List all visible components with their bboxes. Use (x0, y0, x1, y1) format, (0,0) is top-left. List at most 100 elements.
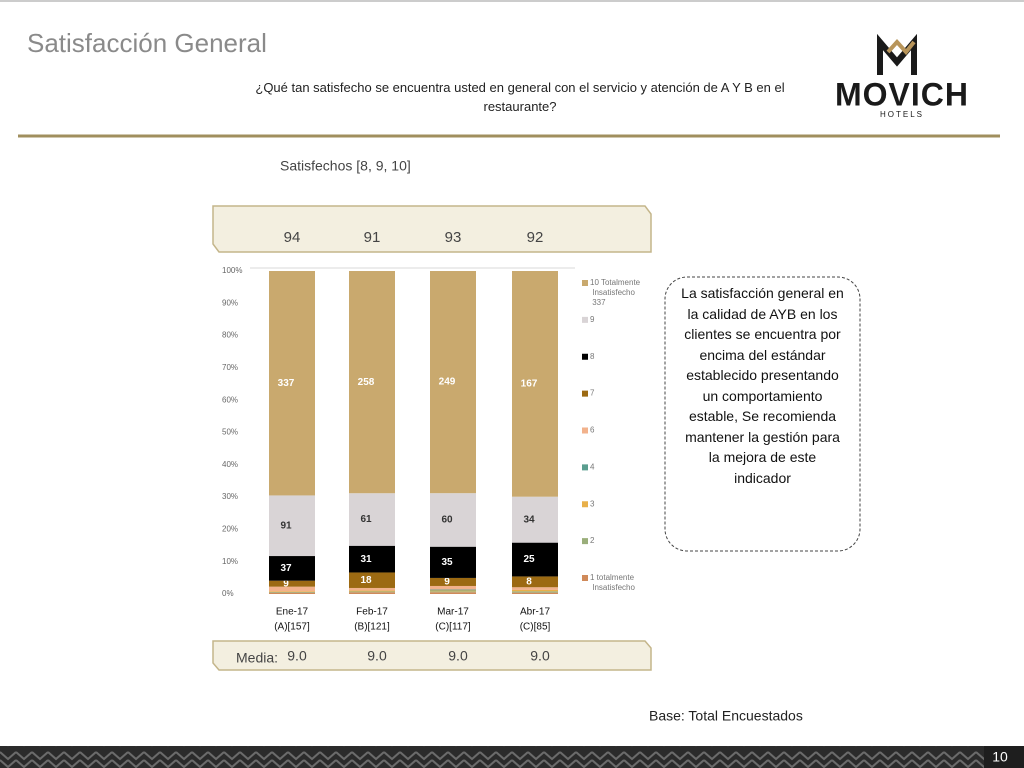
data-label: 249 (439, 377, 456, 388)
mean-label: Media: (236, 650, 278, 666)
bar-segment (512, 576, 558, 588)
data-label: 167 (521, 378, 538, 389)
bar-segment (349, 493, 395, 546)
bar-segment (269, 556, 315, 581)
y-tick-label: 50% (222, 428, 238, 437)
x-tick-label: Feb-17 (356, 607, 388, 618)
callout-text: La satisfacción general en la calidad de… (681, 285, 844, 486)
legend-label: 7 (590, 389, 595, 398)
satisfied-value: 92 (527, 229, 544, 246)
x-tick-sublabel: (C)[117] (435, 622, 471, 633)
bar-segment (349, 592, 395, 594)
data-label: 61 (360, 514, 372, 525)
data-label: 60 (441, 515, 453, 526)
bar-segment (512, 271, 558, 497)
page-number: 10 (992, 749, 1008, 765)
bar-segment (430, 589, 476, 591)
bar-segment (512, 591, 558, 593)
bar-segment (430, 590, 476, 592)
satisfied-value: 94 (284, 229, 301, 246)
data-label: 18 (360, 575, 372, 586)
data-label: 37 (280, 563, 292, 574)
data-label: 9 (444, 577, 450, 588)
bar-segment (269, 586, 315, 592)
bar-segment (512, 542, 558, 577)
y-tick-label: 0% (222, 589, 234, 598)
bar-segment (430, 577, 476, 586)
bar-segment (430, 592, 476, 594)
legend-label: 9 (590, 315, 595, 324)
legend-swatch (582, 316, 588, 323)
bar-segment (512, 589, 558, 592)
base-note: Base: Total Encuestados (649, 708, 803, 724)
mean-value: 9.0 (287, 648, 307, 664)
legend-swatch (582, 390, 588, 397)
bar-segment (430, 546, 476, 578)
bar-segment (349, 572, 395, 588)
logo-mark (886, 39, 916, 56)
chart-subtitle: Satisfechos [8, 9, 10] (280, 158, 411, 174)
satisfied-banner (212, 205, 652, 253)
data-label: 25 (523, 554, 535, 565)
x-tick-sublabel: (C)[85] (520, 622, 551, 633)
bar-segment (349, 587, 395, 591)
data-label: 34 (523, 514, 535, 525)
data-label: 258 (358, 377, 375, 388)
callout-box (664, 276, 861, 552)
x-tick-label: Mar-17 (437, 607, 469, 618)
question: ¿Qué tan satisfecho se encuentra usted e… (255, 80, 785, 114)
y-tick-label: 60% (222, 395, 238, 404)
x-tick-label: Ene-17 (276, 607, 309, 618)
legend-swatch (582, 353, 588, 360)
bar-segment (430, 591, 476, 593)
bar-segment (269, 495, 315, 557)
legend-label: 1 totalmente Insatisfecho (590, 573, 635, 592)
bar-segment (349, 271, 395, 494)
data-label: 31 (360, 554, 372, 565)
bar-segment (269, 592, 315, 593)
bar-segment (430, 585, 476, 590)
logo-sub: HOTELS (880, 110, 924, 119)
data-label: 337 (278, 378, 295, 389)
title: Satisfacción General (27, 28, 267, 58)
y-tick-label: 70% (222, 363, 238, 372)
y-tick-label: 20% (222, 525, 238, 534)
data-label: 91 (280, 520, 292, 531)
x-tick-sublabel: (B)[121] (354, 622, 390, 633)
legend-swatch (582, 575, 588, 581)
bar-segment (269, 592, 315, 594)
x-tick-sublabel: (A)[157] (274, 622, 310, 633)
y-tick-label: 90% (222, 298, 238, 307)
bar-segment (269, 580, 315, 587)
data-label: 8 (526, 576, 532, 587)
mean-banner (212, 640, 652, 671)
legend-label: 10 Totalmente Insatisfecho 337 (590, 278, 641, 307)
mean-value: 9.0 (448, 648, 468, 664)
bar-segment (512, 496, 558, 543)
y-tick-label: 80% (222, 331, 238, 340)
legend-label: 6 (590, 426, 595, 435)
legend-label: 8 (590, 352, 595, 361)
bar-segment (512, 587, 558, 590)
legend-swatch (582, 427, 588, 434)
legend-swatch (582, 280, 588, 286)
bar-segment (430, 493, 476, 547)
footer-band (0, 746, 1024, 768)
y-tick-label: 40% (222, 460, 238, 469)
y-tick-label: 100% (222, 266, 242, 275)
mean-value: 9.0 (530, 648, 550, 664)
x-tick-label: Abr-17 (520, 607, 550, 618)
logo-text: MOVICH (835, 76, 969, 112)
bar-segment (430, 271, 476, 494)
mean-value: 9.0 (367, 648, 387, 664)
satisfied-value: 93 (445, 229, 462, 246)
bar-segment (269, 271, 315, 496)
page-box (984, 746, 1024, 768)
legend-label: 3 (590, 499, 595, 508)
satisfied-value: 91 (364, 229, 381, 246)
bar-segment (349, 545, 395, 573)
data-label: 35 (441, 557, 453, 568)
legend-swatch (582, 464, 588, 471)
